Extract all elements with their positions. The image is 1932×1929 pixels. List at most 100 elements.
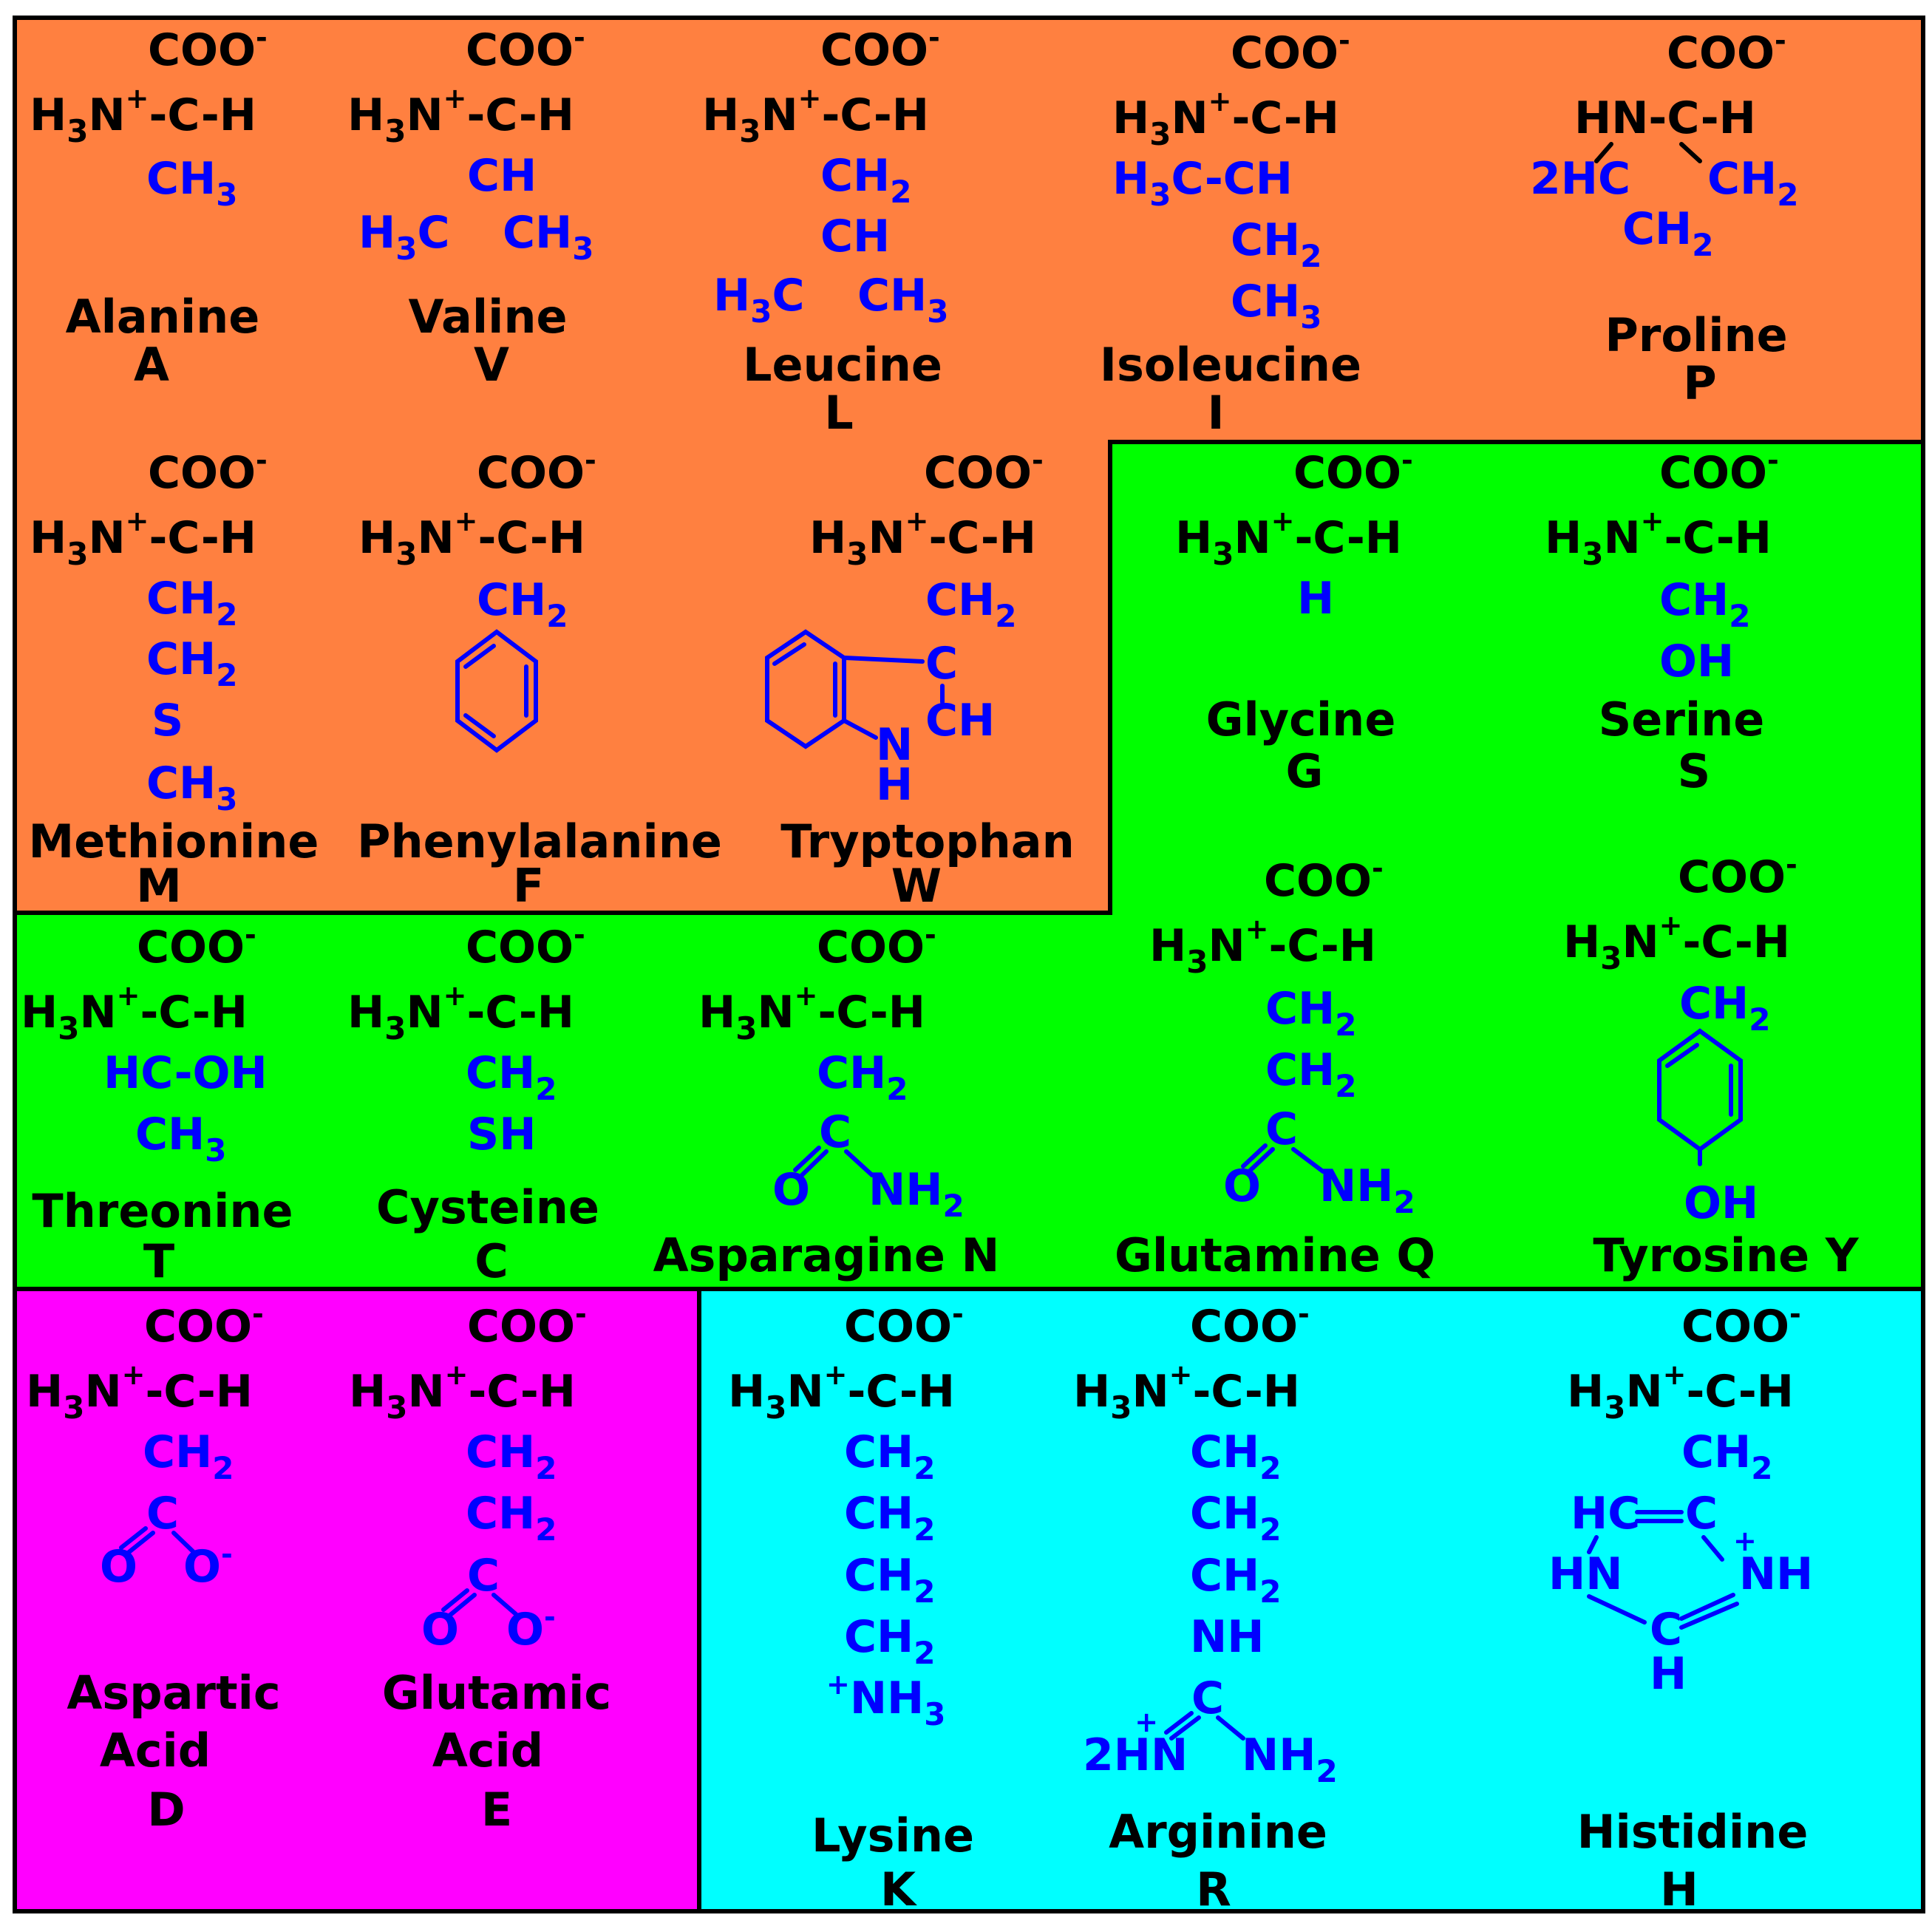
svg-text:H3N+-C-H: H3N+-C-H [1545,505,1772,572]
svg-text:CH2: CH2 [1707,153,1798,213]
svg-text:COO-: COO- [1667,24,1786,79]
svg-text:CH2: CH2 [844,1550,935,1610]
amino-acid-code: G [1286,744,1324,798]
amino-acid-name: Leucine [743,338,942,392]
amino-acid-alanine: COO- H3N+-C-H CH3 Alanine A [30,21,268,392]
svg-text:H: H [1650,1648,1687,1700]
svg-text:COO-: COO- [820,21,940,76]
svg-text:H3N+-C-H: H3N+-C-H [21,979,248,1047]
svg-text:H3N+-C-H: H3N+-C-H [347,979,574,1047]
svg-text:H3N+-C-H: H3N+-C-H [1073,1358,1300,1426]
svg-text:COO-: COO- [137,919,256,973]
amino-acid-code: K [880,1862,917,1916]
svg-text:+NH: + NH [1733,1525,1813,1600]
amino-acid-code: T [143,1234,174,1288]
amino-acid-name: Methionine [29,814,319,868]
svg-text:SH: SH [467,1109,536,1160]
svg-text:CH2: CH2 [146,633,237,693]
svg-text:H3N+-C-H: H3N+-C-H [347,82,574,149]
side-chain: CH2 [1265,983,1356,1043]
svg-text:CH3: CH3 [503,207,593,267]
svg-text:CH3: CH3 [857,270,948,330]
svg-text:H3N+-C-H: H3N+-C-H [728,1358,955,1426]
amino-acid-glycine: COO- H3N+-C-H H Glycine G [1175,444,1413,798]
svg-text:COO-: COO- [1190,1298,1310,1353]
svg-text:CH2: CH2 [1231,214,1322,274]
side-chain: CH2 [817,1047,908,1107]
svg-text:C: C [1650,1604,1682,1656]
amino-acid-code: H [1660,1862,1698,1916]
svg-text:H3C: H3C [358,207,450,267]
side-chain: CH2 [925,574,1016,634]
amino-acid-code: S [1678,744,1711,798]
amino-acid-histidine: COO- H3N+-C-H CH2 HC C HN + NH C H Histid… [1548,1298,1813,1916]
svg-text:COO-: COO- [148,444,268,499]
svg-text:OH: OH [1659,636,1734,687]
svg-text:S: S [152,695,183,746]
amino-acid-aspartic-acid: COO- H3N+-C-H CH2 C O O- Aspartic Acid D [26,1298,281,1837]
side-chain: CH2 [1659,574,1750,634]
svg-text:HN: HN [1548,1548,1622,1600]
svg-text:H3N+-C-H: H3N+-C-H [1567,1358,1794,1426]
amino-acid-code: L [824,386,854,440]
svg-text:NH2: NH2 [1242,1729,1338,1789]
svg-text:H3N+-C-H: H3N+-C-H [1149,913,1376,980]
side-chain: 2HC [1530,153,1630,205]
svg-text:COO-: COO- [477,444,596,499]
amino-acid-arginine: COO- H3N+-C-H CH2 CH2 CH2 NH C 2HN+ NH2 … [1073,1298,1338,1916]
svg-text:H3N+-C-H: H3N+-C-H [1563,909,1790,976]
amino-acid-serine: COO- H3N+-C-H CH2 OH Serine S [1545,444,1779,798]
svg-text:COO-: COO- [1293,444,1413,499]
svg-text:N: N [876,719,913,771]
svg-text:COO-: COO- [467,1298,587,1353]
amino-acid-name: Isoleucine [1100,338,1361,392]
side-chain: CH2 [466,1426,557,1486]
svg-text:OH: OH [1684,1177,1758,1229]
svg-text:COO-: COO- [1264,852,1384,907]
amino-acid-name: Proline [1605,308,1787,362]
region-acidic [13,1287,701,1913]
svg-text:COO-: COO- [844,1298,964,1353]
amino-acid-name: Histidine [1577,1805,1809,1859]
amino-acid-proline: COO- HN-C-H 2HC CH2 CH2 Proline P [1530,24,1798,410]
svg-text:C: C [925,638,958,690]
amino-acid-asparagine: COO- H3N+-C-H CH2 C O NH2 Asparagine N [653,919,1000,1282]
svg-text:COO-: COO- [466,919,585,973]
amino-acid-code: E [481,1783,512,1837]
svg-text:NH: NH [1190,1611,1264,1663]
svg-text:H3N+-C-H: H3N+-C-H [30,505,256,572]
svg-text:H3N+-C-H: H3N+-C-H [26,1358,253,1426]
side-chain: HC-OH [103,1047,268,1099]
svg-text:CH2: CH2 [1190,1488,1281,1548]
svg-text:+NH3: +NH3 [826,1668,946,1732]
amino-acid-code: D [147,1783,185,1837]
svg-text:COO-: COO- [466,21,585,76]
amino-acid-name-line2: Acid [100,1724,211,1777]
amino-acid-name: Valine [408,290,567,344]
svg-text:COO-: COO- [817,919,936,973]
amino-acid-name: Phenylalanine [357,814,722,868]
svg-text:CH: CH [820,211,890,262]
amino-acid-code: I [1207,386,1224,440]
amino-acid-name: Arginine [1109,1805,1327,1859]
svg-text:CH3: CH3 [135,1109,226,1168]
side-chain: CH2 [466,1047,557,1107]
svg-text:H3N+-C-H: H3N+-C-H [809,505,1036,572]
amino-acid-name: Tyrosine Y [1593,1228,1859,1282]
amino-acid-lysine: COO- H3N+-C-H CH2 CH2 CH2 CH2 +NH3 Lysin… [728,1298,974,1916]
side-chain: CH2 [1190,1426,1281,1486]
amino-acid-name: Alanine [66,290,260,344]
side-chain: CH2 [844,1426,935,1486]
svg-text:CH2: CH2 [1265,1044,1356,1104]
side-chain: CH2 [477,574,568,634]
amino-acid-code: W [891,859,942,913]
svg-text:COO-: COO- [148,21,268,76]
svg-text:H3N+-C-H: H3N+-C-H [1175,505,1402,572]
svg-text:HN-C-H: HN-C-H [1574,92,1756,144]
amino-acid-name-line2: Acid [432,1724,543,1777]
amino-acid-name: Serine [1599,693,1765,746]
svg-text:H3N+-C-H: H3N+-C-H [698,979,925,1047]
svg-text:C: C [1265,1103,1298,1155]
benzene-ring [455,629,538,753]
svg-text:NH2: NH2 [868,1164,965,1224]
